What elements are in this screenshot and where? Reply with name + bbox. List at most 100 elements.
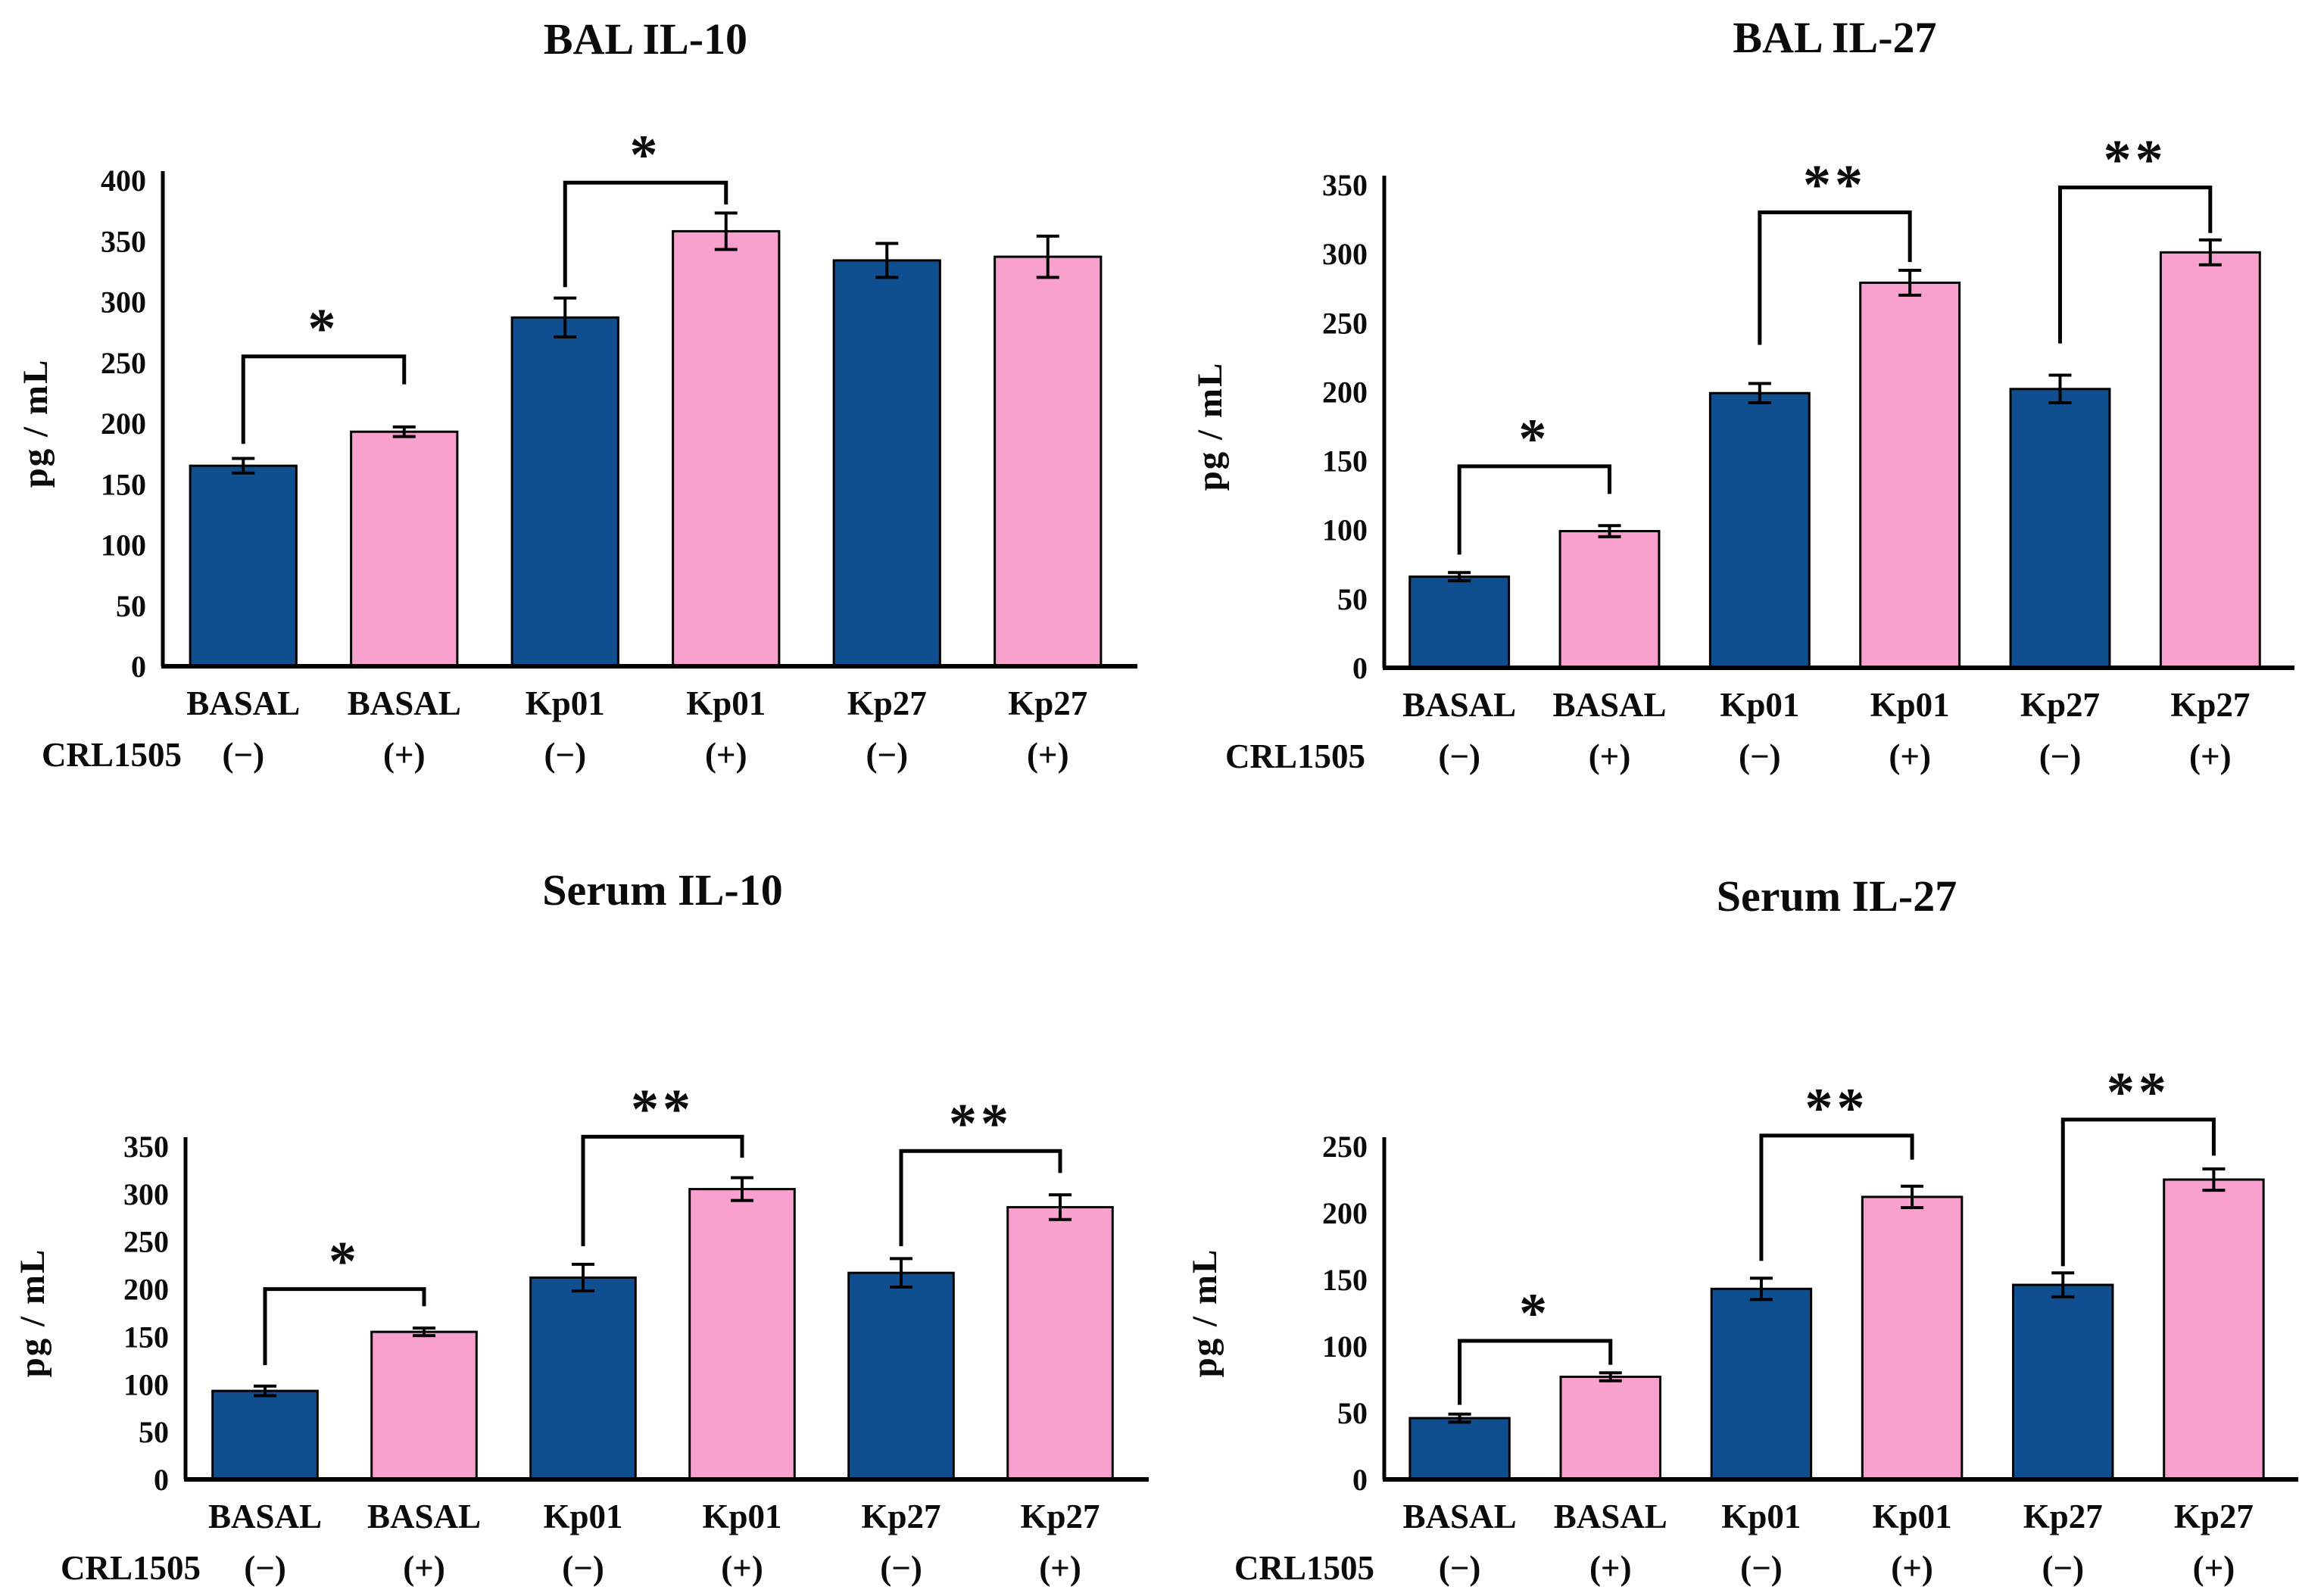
category-label-kp27: Kp27 — [2023, 1498, 2103, 1535]
crl1505-sign: (+) — [705, 736, 747, 774]
crl1505-sign: (−) — [1740, 1549, 1783, 1587]
bar-basal-minus — [189, 464, 298, 668]
significance-bracket — [1457, 464, 1611, 555]
significance-bracket — [241, 354, 407, 444]
y-tick-label: 250 — [1322, 1130, 1368, 1164]
crl1505-sign: (+) — [383, 736, 426, 774]
crl1505-sign: (+) — [1589, 737, 1631, 775]
category-label-kp01: Kp01 — [543, 1498, 622, 1535]
category-label-basal: BASAL — [367, 1498, 481, 1535]
significance-bracket — [899, 1149, 1062, 1246]
y-tick-label: 150 — [1322, 1263, 1368, 1297]
y-axis-title: pg / mL — [1190, 362, 1230, 491]
crl1505-sign: (−) — [244, 1549, 286, 1587]
y-tick-label: 100 — [1322, 1329, 1368, 1364]
crl1505-sign: (−) — [2042, 1549, 2084, 1587]
chart-title-bal-il10: BAL IL-10 — [543, 14, 748, 64]
panel-bal-il10: BAL IL-10 0 50 100 150 200 250 300 350 400 pg / m… — [0, 0, 1150, 798]
bar-kp27-plus — [994, 255, 1103, 668]
significance-bracket — [581, 1134, 744, 1246]
crl1505-sign: (−) — [544, 736, 586, 774]
bar-basal-plus — [370, 1330, 478, 1481]
significance-label: ** — [1803, 154, 1867, 216]
y-tick-label: 300 — [101, 285, 146, 320]
bar-kp27-minus — [847, 1271, 955, 1481]
y-tick-label: 150 — [101, 467, 146, 501]
y-tick-label: 200 — [1322, 375, 1368, 409]
crl1505-sign: (+) — [1039, 1549, 1081, 1587]
bar-kp01-plus — [1859, 281, 1961, 669]
category-label-kp01: Kp01 — [1721, 1498, 1801, 1535]
category-label-basal: BASAL — [186, 684, 300, 722]
category-label-kp27: Kp27 — [1020, 1498, 1100, 1535]
panel-serum-il10: Serum IL-10 0 50 100 150 200 250 300 350 pg / mL… — [0, 798, 1150, 1596]
y-tick-label: 250 — [1322, 306, 1368, 340]
crl1505-sign: (−) — [880, 1549, 922, 1587]
category-label-kp27: Kp27 — [1008, 684, 1087, 722]
crl1505-sign: (−) — [866, 736, 908, 774]
significance-bracket — [1759, 1133, 1914, 1261]
significance-label: ** — [631, 1078, 694, 1140]
significance-label: ** — [2107, 1061, 2170, 1124]
bar-kp01-minus — [1710, 1287, 1813, 1481]
bar-kp27-plus — [1006, 1205, 1114, 1481]
y-tick-label: 300 — [123, 1177, 169, 1211]
crl1505-row-label: CRL1505 — [61, 1549, 201, 1587]
chart-title-bal-il27: BAL IL-27 — [1733, 13, 1937, 62]
y-tick-label: 300 — [1322, 237, 1368, 271]
significance-label: ** — [949, 1093, 1012, 1155]
significance-label: ** — [1805, 1077, 1869, 1139]
panel-serum-il27: Serum IL-27 0 50 100 150 200 250 pg / mL BASAL B… — [1150, 798, 2299, 1596]
y-tick-label: 50 — [1337, 1396, 1368, 1430]
crl1505-sign: (−) — [1439, 1549, 1481, 1587]
bar-basal-minus — [1408, 1417, 1511, 1481]
category-label-kp27: Kp27 — [861, 1498, 940, 1535]
y-tick-label: 100 — [1322, 513, 1368, 547]
crl1505-sign: (−) — [562, 1549, 604, 1587]
category-label-basal: BASAL — [1552, 686, 1666, 724]
significance-bracket — [1458, 1339, 1613, 1405]
crl1505-sign: (−) — [1739, 737, 1781, 775]
significance-label: * — [1518, 408, 1550, 470]
y-tick-label: 150 — [1322, 444, 1368, 478]
crl1505-sign: (+) — [1891, 1549, 1933, 1587]
y-tick-label: 250 — [101, 346, 146, 380]
significance-label: * — [1519, 1283, 1551, 1345]
crl1505-row-label: CRL1505 — [42, 736, 182, 774]
significance-bracket — [563, 180, 728, 288]
significance-label: * — [329, 1231, 360, 1293]
y-axis-title: pg / mL — [13, 1248, 52, 1378]
bar-kp01-minus — [1708, 391, 1811, 669]
category-label-basal: BASAL — [1554, 1498, 1667, 1535]
crl1505-sign: (+) — [1027, 736, 1069, 774]
y-tick-label: 200 — [1322, 1196, 1368, 1230]
bar-basal-minus — [211, 1389, 319, 1481]
category-label-kp01: Kp01 — [702, 1498, 781, 1535]
significance-bracket — [2060, 1118, 2216, 1267]
serum-il10-chart: 0 50 100 150 200 250 300 350 pg / mL BASAL BASAL Kp… — [13, 1078, 1149, 1587]
y-tick-label: 0 — [1352, 1463, 1368, 1497]
bar-kp01-minus — [510, 316, 619, 668]
y-tick-label: 350 — [123, 1130, 169, 1164]
y-tick-label: 350 — [101, 224, 146, 258]
category-label-basal: BASAL — [1402, 686, 1516, 724]
panel-bal-il27: BAL IL-27 0 50 100 150 200 250 300 350 pg / mL BA… — [1150, 0, 2299, 798]
y-tick-label: 150 — [123, 1320, 169, 1354]
y-tick-label: 50 — [139, 1415, 169, 1449]
significance-bracket — [1758, 210, 1912, 345]
bar-kp01-plus — [688, 1188, 796, 1481]
y-tick-label: 100 — [123, 1367, 169, 1401]
bar-kp27-plus — [2159, 251, 2261, 669]
category-label-kp27: Kp27 — [2020, 686, 2100, 724]
y-tick-label: 0 — [131, 650, 146, 684]
bar-basal-plus — [350, 430, 459, 668]
crl1505-sign: (+) — [1889, 737, 1931, 775]
category-label-kp01: Kp01 — [1870, 686, 1950, 724]
y-tick-label: 0 — [1352, 651, 1368, 685]
crl1505-sign: (−) — [222, 736, 264, 774]
category-label-kp01: Kp01 — [1873, 1498, 1952, 1535]
bar-basal-plus — [1558, 530, 1661, 669]
bar-kp27-minus — [832, 259, 941, 668]
chart-title-serum-il27: Serum IL-27 — [1716, 871, 1957, 921]
